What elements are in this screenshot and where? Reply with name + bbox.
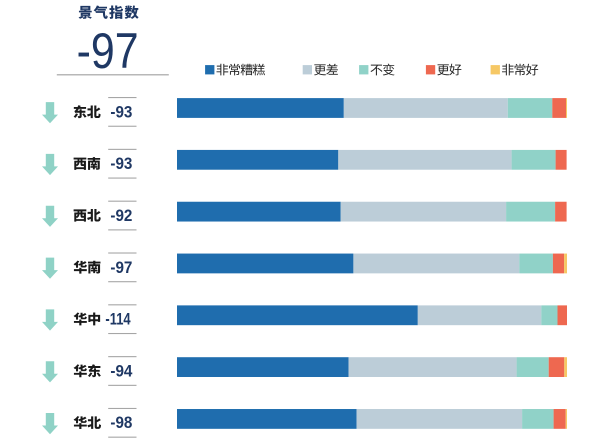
svg-text:-97: -97 (77, 22, 139, 79)
svg-text:-94: -94 (110, 361, 133, 380)
svg-text:-97: -97 (110, 258, 132, 277)
svg-text:-92: -92 (110, 206, 132, 225)
svg-text:-114: -114 (105, 310, 131, 329)
svg-text:-93: -93 (110, 102, 132, 121)
svg-text:-93: -93 (110, 154, 132, 173)
svg-text:-98: -98 (110, 413, 132, 432)
